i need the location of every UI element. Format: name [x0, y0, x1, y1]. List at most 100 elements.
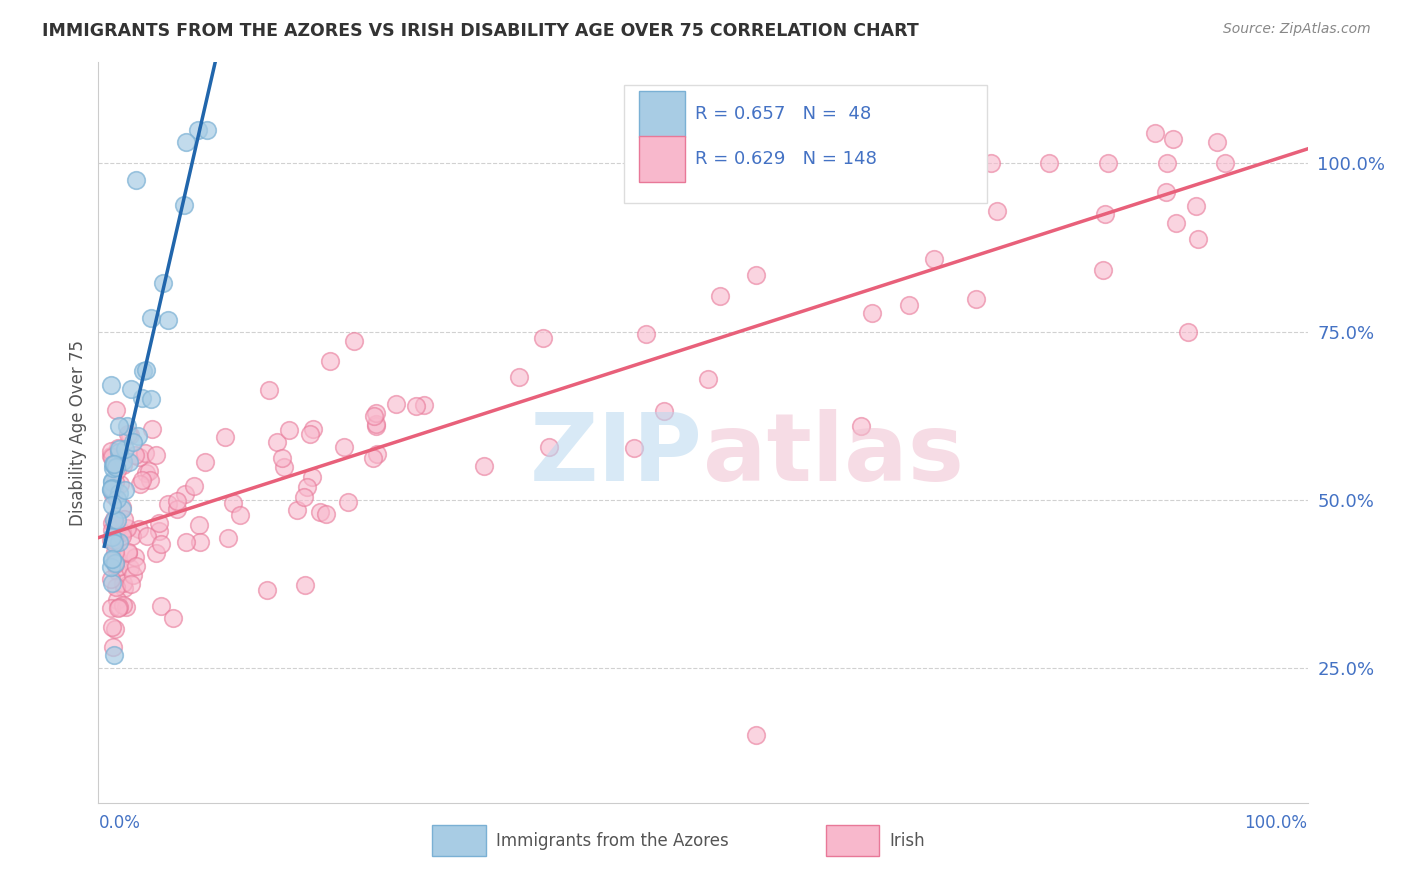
Point: [108, 419, 131, 434]
Point: [127, 429, 149, 443]
Point: [1184, 199, 1206, 213]
Point: [412, 398, 434, 412]
Point: [145, 449, 167, 463]
Point: [101, 619, 124, 633]
Point: [100, 483, 122, 498]
Point: [108, 477, 131, 491]
Point: [103, 512, 125, 526]
Point: [1156, 156, 1178, 170]
Point: [156, 497, 179, 511]
Point: [108, 486, 131, 500]
Point: [122, 435, 145, 450]
Point: [107, 559, 129, 574]
Point: [105, 491, 128, 506]
Point: [898, 298, 921, 312]
Point: [107, 600, 129, 615]
Point: [157, 313, 180, 327]
Point: [1161, 132, 1184, 146]
Point: [101, 450, 124, 464]
Point: [114, 442, 136, 456]
Point: [139, 473, 162, 487]
Point: [366, 447, 388, 461]
Point: [803, 156, 825, 170]
Text: atlas: atlas: [703, 409, 965, 500]
Point: [105, 564, 128, 578]
Point: [124, 448, 146, 462]
Point: [104, 622, 127, 636]
Point: [187, 122, 209, 136]
Point: [132, 363, 155, 377]
Point: [174, 487, 197, 501]
Point: [301, 422, 323, 436]
Point: [135, 466, 157, 480]
Point: [105, 463, 128, 477]
Point: [101, 488, 124, 502]
Point: [1156, 186, 1178, 200]
Point: [125, 173, 148, 187]
Point: [292, 490, 315, 504]
Point: [104, 557, 127, 571]
Point: [104, 557, 127, 571]
Point: [980, 156, 1002, 170]
Point: [111, 454, 134, 468]
Point: [103, 519, 125, 533]
Point: [294, 577, 316, 591]
Point: [100, 378, 122, 392]
Point: [104, 545, 127, 559]
Point: [129, 477, 152, 491]
Text: Source: ZipAtlas.com: Source: ZipAtlas.com: [1223, 22, 1371, 37]
Point: [120, 382, 142, 396]
Point: [100, 553, 122, 567]
Point: [118, 455, 141, 469]
Point: [148, 516, 170, 530]
Point: [266, 434, 288, 449]
Point: [337, 495, 360, 509]
Point: [174, 135, 197, 149]
Point: [385, 397, 408, 411]
Point: [100, 449, 122, 463]
Point: [101, 640, 124, 654]
Point: [634, 326, 657, 341]
Point: [149, 599, 172, 613]
Point: [115, 419, 138, 434]
Point: [152, 276, 174, 290]
Point: [364, 419, 387, 434]
Point: [107, 601, 129, 615]
Point: [107, 442, 129, 456]
Point: [1166, 216, 1188, 230]
Point: [363, 409, 385, 423]
Point: [744, 268, 766, 282]
Point: [115, 600, 138, 615]
Point: [100, 530, 122, 544]
Point: [141, 421, 163, 435]
Point: [195, 122, 218, 136]
Point: [105, 580, 128, 594]
Point: [273, 459, 295, 474]
Point: [652, 404, 675, 418]
Point: [696, 372, 718, 386]
Point: [508, 370, 530, 384]
Point: [105, 513, 128, 527]
Point: [117, 427, 139, 442]
Point: [1144, 126, 1167, 140]
Point: [114, 483, 136, 497]
Point: [107, 534, 129, 549]
Point: [278, 423, 301, 437]
Point: [1177, 325, 1199, 339]
Point: [104, 403, 127, 417]
Point: [1097, 156, 1119, 170]
Point: [229, 508, 252, 522]
Point: [101, 481, 124, 495]
Point: [128, 522, 150, 536]
Point: [183, 478, 205, 492]
Point: [139, 392, 162, 406]
Point: [107, 445, 129, 459]
Point: [101, 552, 124, 566]
Point: [1206, 135, 1229, 149]
Point: [986, 203, 1008, 218]
Point: [103, 648, 125, 662]
Point: [287, 502, 309, 516]
Point: [105, 522, 128, 536]
Point: [135, 363, 157, 377]
Text: IMMIGRANTS FROM THE AZORES VS IRISH DISABILITY AGE OVER 75 CORRELATION CHART: IMMIGRANTS FROM THE AZORES VS IRISH DISA…: [42, 22, 920, 40]
